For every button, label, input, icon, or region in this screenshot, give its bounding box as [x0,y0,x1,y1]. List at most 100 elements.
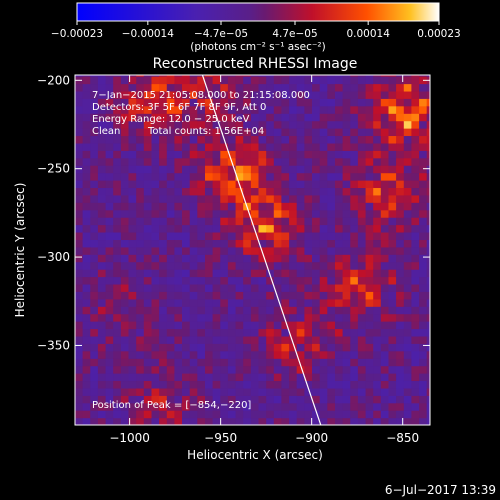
image-pixel [411,395,420,404]
image-pixel [136,187,145,196]
image-pixel [105,202,114,211]
image-pixel [273,254,283,263]
image-pixel [227,321,237,330]
image-pixel [75,142,84,151]
image-pixel [296,417,305,425]
image-pixel [166,76,176,85]
image-pixel [281,343,290,352]
image-pixel [296,291,305,300]
image-pixel [266,239,275,248]
image-pixel [296,76,305,85]
image-pixel [327,328,336,337]
image-pixel [166,142,176,151]
image-pixel [212,172,221,181]
image-pixel [128,358,137,367]
image-pixel [159,276,168,285]
image-pixel [258,410,267,419]
image-pixel [182,157,191,166]
image-pixel [182,90,191,99]
image-pixel [373,291,382,300]
image-pixel [82,313,91,322]
image-pixel [151,254,160,263]
image-pixel [143,254,153,263]
image-pixel [105,239,114,248]
image-pixel [151,358,160,367]
image-pixel [266,321,275,330]
image-pixel [182,335,191,344]
image-pixel [304,165,313,174]
image-pixel [120,298,130,307]
image-pixel [220,321,229,330]
image-pixel [411,417,420,425]
image-pixel [312,157,321,166]
image-pixel [159,269,168,278]
image-pixel [205,217,214,226]
image-pixel [235,113,244,122]
image-pixel [319,128,328,137]
image-pixel [304,90,313,99]
image-pixel [419,246,428,255]
image-pixel [235,298,244,307]
image-pixel [128,120,137,129]
total-counts-text: Total counts: 1.56E+04 [147,126,264,137]
image-pixel [205,410,214,419]
image-pixel [243,246,252,255]
image-pixel [411,120,420,129]
image-pixel [105,306,114,315]
image-pixel [266,269,275,278]
image-pixel [342,298,351,307]
image-pixel [227,417,237,425]
image-pixel [75,172,84,181]
image-pixel [220,217,229,226]
image-pixel [136,387,145,396]
image-pixel [128,83,137,92]
image-pixel [296,335,305,344]
image-pixel [250,276,260,285]
image-pixel [396,350,405,359]
image-pixel [136,358,145,367]
image-pixel [365,350,374,359]
image-pixel [335,254,344,263]
image-pixel [159,395,168,404]
image-pixel [151,343,160,352]
image-pixel [220,83,229,92]
image-pixel [90,335,99,344]
image-pixel [312,209,321,218]
image-pixel [136,283,145,292]
image-pixel [136,98,145,107]
image-pixel [380,298,390,307]
image-pixel [335,417,344,425]
image-pixel [335,172,344,181]
image-pixel [205,291,214,300]
image-pixel [357,410,367,419]
image-pixel [105,254,114,263]
image-pixel [197,98,206,107]
image-pixel [342,291,351,300]
image-pixel [273,298,283,307]
image-pixel [380,395,390,404]
image-pixel [281,335,290,344]
image-pixel [266,142,275,151]
image-pixel [128,283,137,292]
image-pixel [235,402,244,411]
image-pixel [113,194,122,203]
image-pixel [304,350,313,359]
image-pixel [113,283,122,292]
image-pixel [411,217,420,226]
image-pixel [289,105,298,114]
image-pixel [319,172,328,181]
image-pixel [419,120,428,129]
image-pixel [75,194,84,203]
image-pixel [350,105,359,114]
image-pixel [380,402,390,411]
image-pixel [350,83,359,92]
image-pixel [97,283,107,292]
image-pixel [235,291,244,300]
image-pixel [250,75,260,77]
image-pixel [327,187,336,196]
image-pixel [220,142,229,151]
image-pixel [380,157,390,166]
image-pixel [289,321,298,330]
image-pixel [419,306,428,315]
image-pixel [365,298,374,307]
